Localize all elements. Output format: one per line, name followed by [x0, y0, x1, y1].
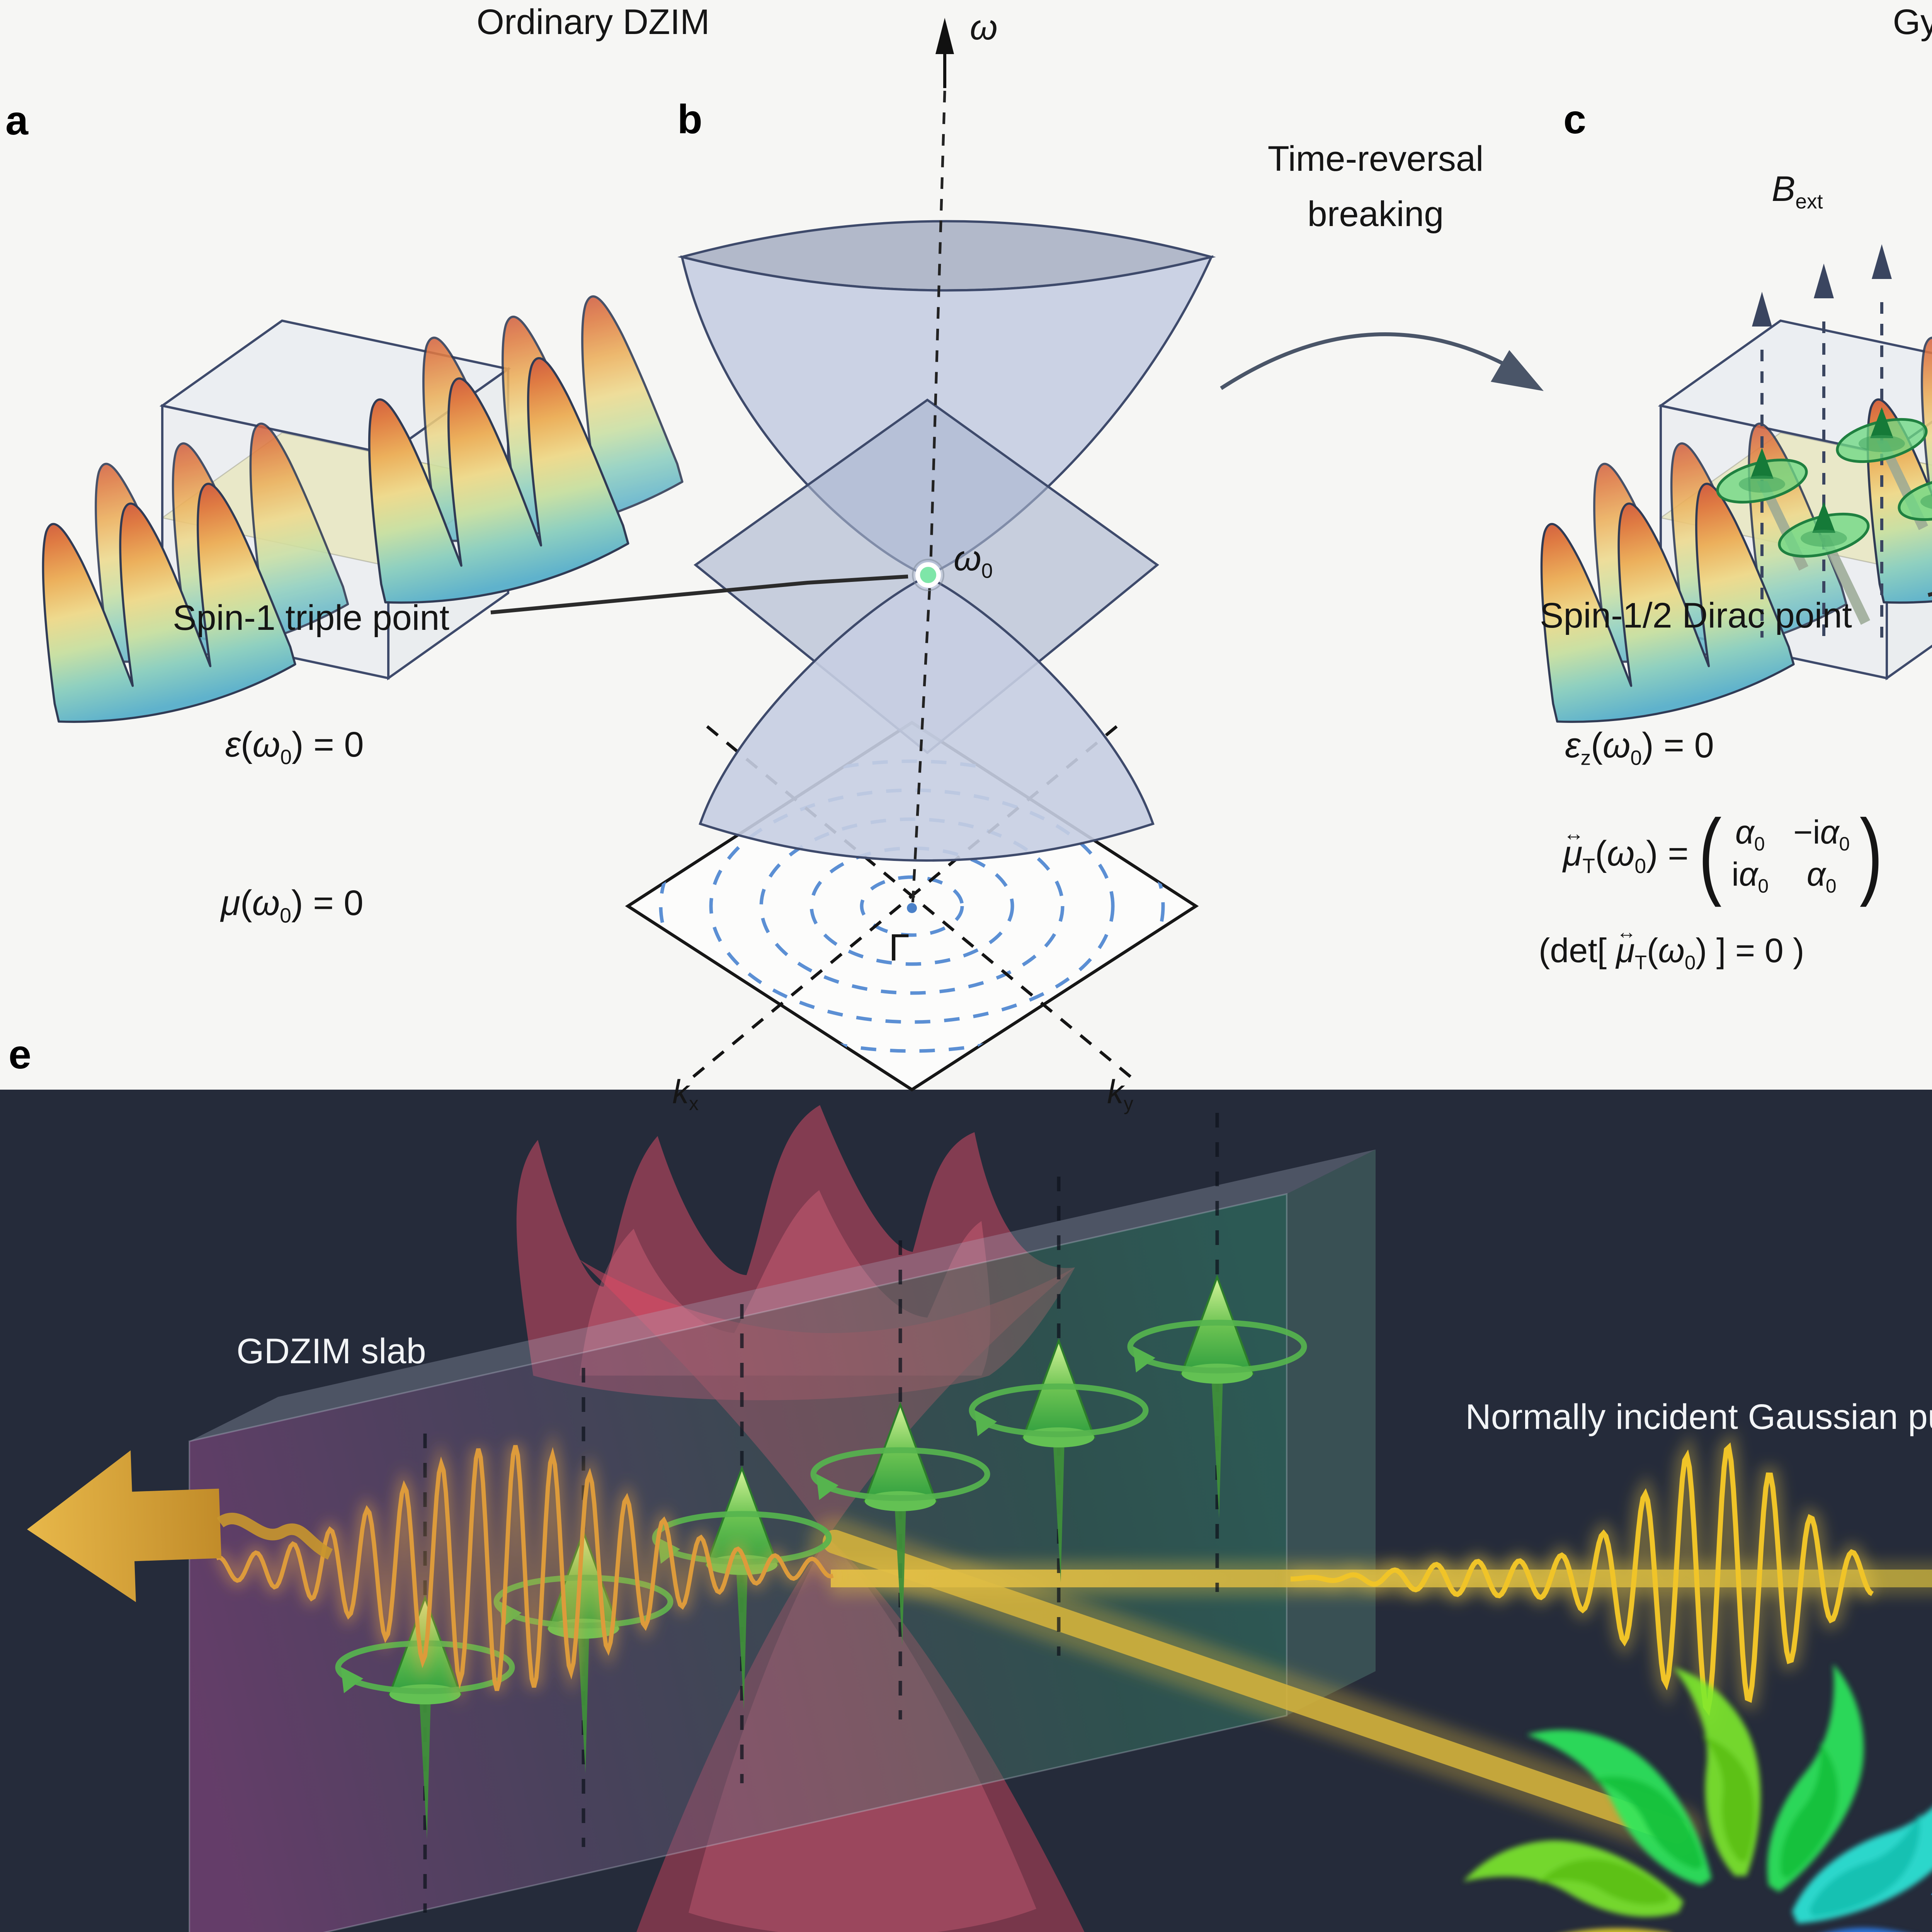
- gamma-point-b: [907, 903, 917, 913]
- gaussian-pulse: [1291, 1430, 1878, 1731]
- epsilon-equation: ε(ω0) = 0: [225, 725, 364, 769]
- kx-axis-b: [690, 725, 1118, 1080]
- epsilon-z-equation: εz(ω0) = 0: [1565, 726, 1714, 770]
- lower-cone-b: [699, 575, 1155, 862]
- time-reversal-arrow-icon: [1220, 332, 1544, 391]
- ky-label-b: ky: [1107, 1073, 1133, 1115]
- ky-axis-b: [706, 725, 1133, 1080]
- panel-letter-e: e: [9, 1032, 31, 1077]
- omega-axis-arrow-b: [935, 18, 954, 54]
- panel-letter-b: b: [677, 97, 702, 142]
- panel-a-ordinary-slab-illustration: [4, 286, 697, 736]
- matrix-cell-21: iα0: [1731, 856, 1769, 897]
- panel-e-scene: [27, 1105, 1932, 1932]
- incident-pulse-label: Normally incident Gaussian pulse: [1465, 1397, 1932, 1437]
- matrix-cell-22: α0: [1806, 856, 1837, 897]
- omega0-label-b: ω0: [954, 539, 993, 583]
- transmitted-arrow-icon: [27, 1450, 333, 1602]
- title-ordinary-dzim: Ordinary DZIM: [476, 2, 710, 42]
- matrix-cell-12: −iα0: [1793, 814, 1850, 855]
- transmitted-wave: [214, 1430, 835, 1706]
- kx-label-b: kx: [672, 1073, 699, 1115]
- mu-tensor-equation: ↔ μT(ω0) = ( α0 −iα0 iα0 α0 ): [1563, 799, 1883, 907]
- gdzim-slab-label: GDZIM slab: [236, 1332, 426, 1371]
- panel-letter-a: a: [5, 98, 28, 143]
- matrix-cell-11: α0: [1735, 814, 1765, 855]
- spin1-heading: Spin-1 triple point: [173, 598, 449, 638]
- spatiotemporal-vortex: [1451, 1664, 1932, 1932]
- bext-label: Bext: [1772, 169, 1823, 213]
- title-gyromagnetic-dzim: Gyromagnetic DZIM: [1893, 2, 1932, 42]
- panel-letter-c: c: [1563, 97, 1586, 142]
- leader-line-spin1: [490, 575, 908, 614]
- gamma-label-b: Γ: [889, 926, 910, 969]
- det-condition: (det[ ↔ μT(ω0) ] = 0 ): [1539, 920, 1804, 974]
- mu-tensor-lhs: ↔ μT(ω0) =: [1563, 822, 1689, 878]
- panel-c-field-and-spins: [1716, 244, 1932, 638]
- time-reversal-label-line2: breaking: [1307, 194, 1444, 234]
- omega-label-b: ω: [970, 8, 998, 47]
- panel-b-band-structure: [490, 18, 1216, 1092]
- spin-half-heading: Spin-1/2 Dirac point: [1540, 596, 1852, 635]
- mu-equation: μ(ω0) = 0: [221, 883, 364, 927]
- time-reversal-label-line1: Time-reversal: [1267, 139, 1484, 179]
- triple-point-dot: [915, 562, 941, 588]
